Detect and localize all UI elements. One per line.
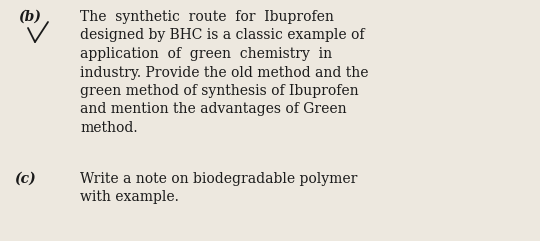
Text: green method of synthesis of Ibuprofen: green method of synthesis of Ibuprofen bbox=[80, 84, 359, 98]
Text: application  of  green  chemistry  in: application of green chemistry in bbox=[80, 47, 332, 61]
Text: designed by BHC is a classic example of: designed by BHC is a classic example of bbox=[80, 28, 365, 42]
Text: industry. Provide the old method and the: industry. Provide the old method and the bbox=[80, 66, 368, 80]
Text: The  synthetic  route  for  Ibuprofen: The synthetic route for Ibuprofen bbox=[80, 10, 334, 24]
Text: (b): (b) bbox=[18, 10, 41, 24]
Text: Write a note on biodegradable polymer: Write a note on biodegradable polymer bbox=[80, 172, 357, 186]
Text: method.: method. bbox=[80, 121, 138, 135]
Text: with example.: with example. bbox=[80, 190, 179, 205]
Text: and mention the advantages of Green: and mention the advantages of Green bbox=[80, 102, 347, 116]
Text: (c): (c) bbox=[14, 172, 36, 186]
